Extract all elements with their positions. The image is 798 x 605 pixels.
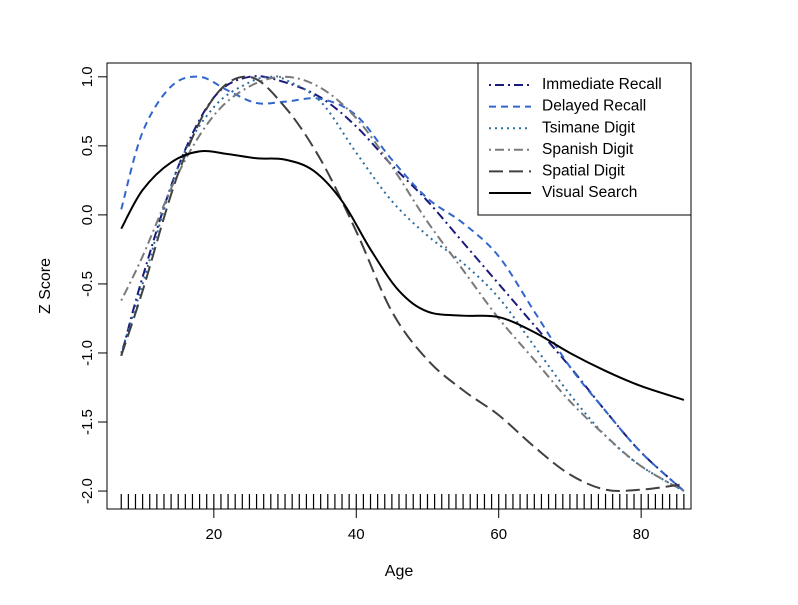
legend-label: Delayed Recall [542, 98, 646, 115]
x-tick-label: 20 [205, 526, 222, 543]
legend-label: Tsimane Digit [542, 119, 636, 136]
legend-label: Spatial Digit [542, 162, 625, 179]
legend-items: Immediate Recall Delayed Recall Tsimane Di… [489, 76, 662, 201]
series-line-spanish-digit [120, 75, 685, 492]
y-axis-title: Z Score [37, 258, 54, 314]
y-tick-label: 1.0 [79, 66, 96, 87]
legend: Immediate Recall Delayed Recall Tsimane Di… [477, 62, 692, 216]
y-tick-label: -2.0 [79, 478, 96, 504]
y-axis: 1.0 0.5 0.0 -0.5 -1.0 -1.5 -2.0 [79, 66, 108, 504]
y-tick-label: -0.5 [79, 271, 96, 297]
x-tick-label: 40 [348, 526, 365, 543]
y-tick-label: -1.0 [79, 340, 96, 366]
series-line-tsimane-digit [120, 75, 685, 492]
x-tick-label: 60 [490, 526, 507, 543]
legend-label: Immediate Recall [542, 76, 662, 93]
x-axis: 20 40 60 80 [205, 508, 650, 543]
series-line-delayed-recall [120, 75, 685, 492]
y-tick-label: 0.0 [79, 204, 96, 225]
y-tick-label: -1.5 [79, 409, 96, 435]
series-lines [120, 75, 685, 493]
rug-marks [120, 494, 685, 509]
series-line-spatial-digit [120, 75, 685, 493]
y-tick-label: 0.5 [79, 135, 96, 156]
x-axis-title: Age [385, 563, 414, 580]
series-line-visual-search [120, 150, 685, 401]
x-tick-label: 80 [633, 526, 650, 543]
legend-box [477, 62, 692, 216]
legend-label: Spanish Digit [542, 141, 634, 158]
legend-label: Visual Search [542, 184, 637, 201]
